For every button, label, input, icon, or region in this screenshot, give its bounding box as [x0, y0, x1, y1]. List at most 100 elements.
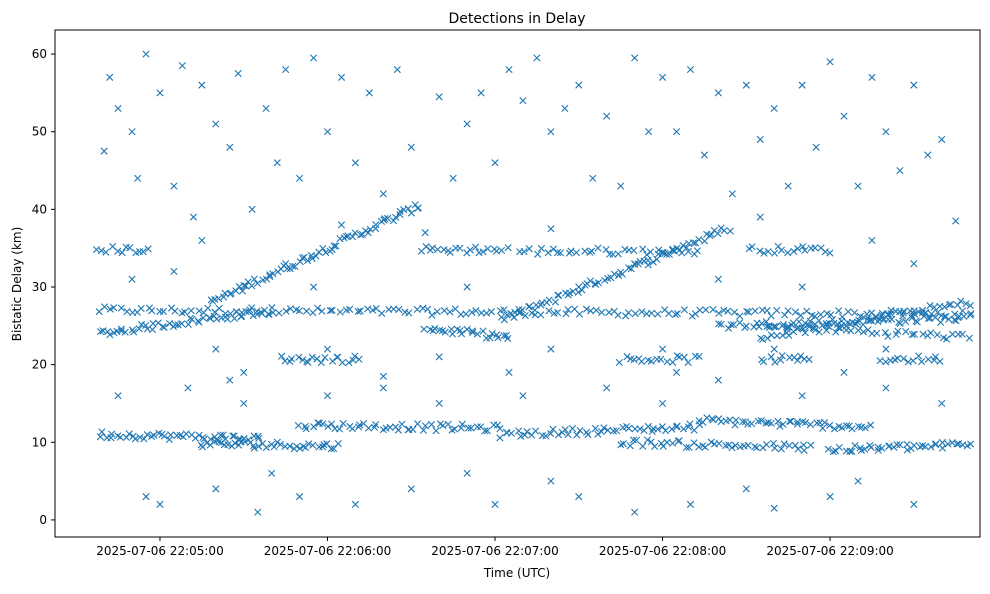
data-point	[170, 182, 178, 190]
data-point	[379, 372, 387, 380]
data-point	[582, 428, 591, 436]
chart-title: Detections in Delay	[448, 11, 585, 27]
data-point	[826, 421, 834, 430]
data-point	[680, 353, 688, 361]
data-point	[567, 247, 575, 255]
data-point	[773, 332, 781, 340]
data-point	[647, 438, 655, 446]
data-point	[204, 304, 212, 312]
data-point	[547, 477, 555, 485]
data-point	[250, 275, 258, 283]
data-point	[882, 358, 890, 366]
data-point	[835, 443, 843, 452]
data-point	[393, 66, 401, 74]
data-point	[472, 307, 480, 315]
data-point	[435, 326, 444, 334]
data-point	[220, 293, 228, 301]
data-point	[729, 321, 738, 329]
data-point	[346, 305, 354, 313]
data-point	[763, 334, 772, 342]
data-point	[731, 441, 740, 450]
data-point	[810, 324, 818, 333]
data-point	[404, 205, 412, 213]
data-point	[433, 308, 441, 316]
data-point	[726, 227, 734, 235]
data-point	[156, 500, 164, 508]
data-point	[533, 54, 541, 62]
data-point	[337, 221, 346, 229]
data-point	[648, 309, 656, 317]
data-point	[199, 314, 207, 322]
data-point	[763, 306, 771, 315]
data-point	[549, 245, 557, 253]
data-point	[811, 244, 819, 252]
data-point	[154, 319, 162, 327]
data-point	[686, 500, 695, 508]
data-point	[519, 97, 527, 105]
data-point	[801, 246, 809, 254]
data-point	[893, 354, 902, 362]
data-point	[481, 427, 489, 435]
data-point	[264, 310, 272, 318]
data-point	[632, 436, 640, 444]
data-point	[756, 247, 764, 255]
x-tick-label: 2025-07-06 22:07:00	[431, 544, 558, 558]
data-point	[806, 317, 814, 325]
data-point	[432, 427, 440, 435]
data-point	[106, 73, 114, 81]
data-point	[820, 419, 829, 427]
data-point	[910, 330, 918, 338]
data-point	[407, 209, 416, 217]
data-point	[659, 249, 667, 257]
data-point	[504, 244, 512, 252]
plot-area-frame	[54, 29, 981, 538]
data-point	[308, 353, 316, 361]
data-point	[114, 247, 122, 255]
data-point	[936, 357, 944, 365]
data-point	[866, 421, 875, 429]
data-point	[873, 329, 881, 337]
data-point	[643, 436, 652, 444]
data-point	[771, 358, 779, 366]
data-point	[500, 332, 508, 340]
data-point	[631, 260, 639, 268]
data-point	[395, 305, 403, 314]
data-point	[389, 217, 398, 225]
data-point	[799, 243, 807, 251]
data-point	[561, 104, 569, 113]
data-point	[827, 311, 835, 319]
data-point	[967, 440, 975, 448]
data-point	[689, 239, 698, 247]
data-point	[449, 174, 457, 182]
data-point	[323, 128, 332, 136]
data-point	[484, 245, 492, 253]
data-point	[195, 431, 203, 439]
data-point	[424, 305, 432, 313]
data-point	[420, 325, 428, 333]
data-point	[861, 445, 869, 453]
data-point	[826, 493, 834, 501]
data-point	[226, 376, 234, 384]
data-point	[872, 314, 880, 322]
data-point	[835, 307, 843, 315]
data-point	[962, 300, 970, 308]
data-point	[232, 287, 240, 295]
data-point	[372, 221, 380, 229]
data-point	[784, 249, 792, 257]
data-point	[130, 328, 138, 336]
data-point	[668, 425, 676, 433]
data-point	[908, 314, 916, 322]
data-point	[458, 420, 466, 428]
data-point	[780, 440, 788, 448]
data-point	[198, 236, 206, 244]
data-point	[582, 305, 591, 313]
data-point	[440, 246, 448, 254]
data-point	[136, 433, 144, 441]
data-point	[286, 442, 294, 450]
data-point	[937, 318, 945, 326]
data-point	[945, 301, 953, 309]
data-point	[378, 309, 386, 317]
data-point	[456, 244, 464, 252]
data-point	[965, 334, 973, 342]
data-point	[624, 309, 633, 317]
